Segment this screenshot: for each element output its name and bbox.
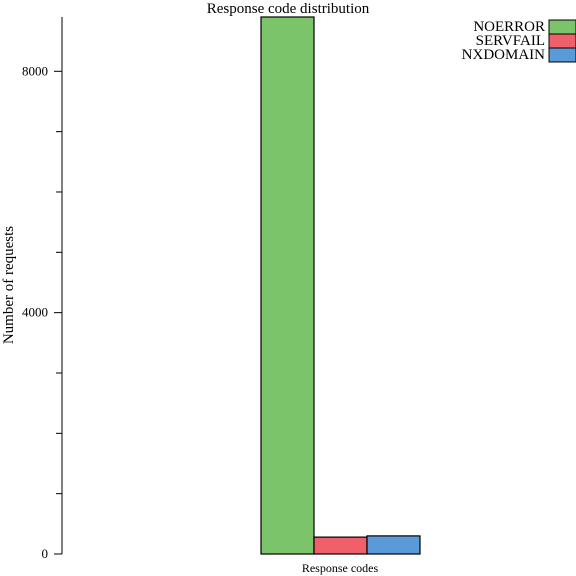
legend-label-nxdomain: NXDOMAIN <box>462 47 545 63</box>
y-axis-title: Number of requests <box>1 226 17 344</box>
legend-swatch-noerror <box>548 19 576 35</box>
y-tick-label: 0 <box>42 546 49 561</box>
legend-swatch-servfail <box>548 33 576 49</box>
bar-servfail <box>313 536 368 555</box>
bar-nxdomain <box>366 535 421 555</box>
y-tick-label: 8000 <box>22 63 48 78</box>
y-tick-label: 4000 <box>22 305 48 320</box>
bar-noerror <box>260 16 315 555</box>
bars-group <box>260 16 421 555</box>
legend-swatch-nxdomain <box>548 47 576 63</box>
legend-label-noerror: NOERROR <box>473 19 545 35</box>
y-axis-ticks: 0 4000 8000 <box>22 63 62 561</box>
chart-title: Response code distribution <box>207 1 370 17</box>
legend-label-servfail: SERVFAIL <box>476 33 545 49</box>
x-axis-title: Response codes <box>302 561 379 575</box>
